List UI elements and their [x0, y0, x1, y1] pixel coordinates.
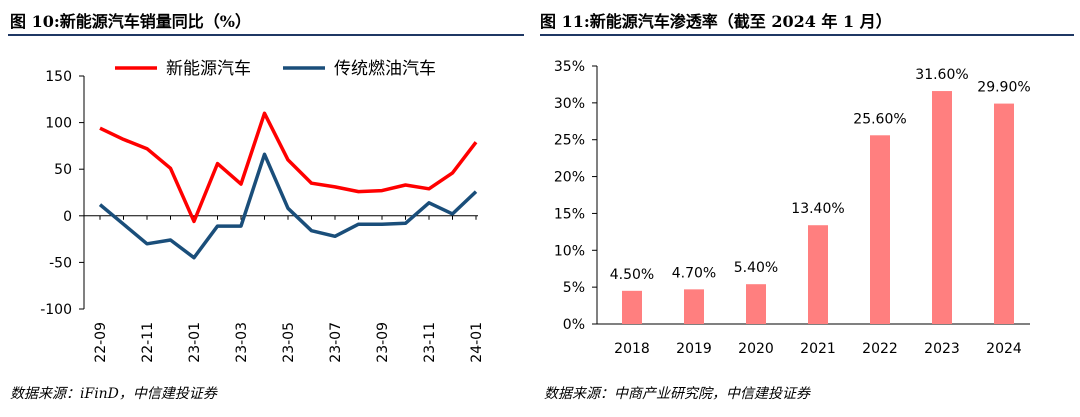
bar — [808, 225, 828, 324]
x-tick-label: 24-01 — [469, 322, 485, 363]
x-tick-label: 2021 — [800, 341, 836, 357]
x-tick-label: 23-05 — [281, 322, 297, 363]
legend-label: 新能源汽车 — [166, 59, 251, 79]
x-tick-label: 23-07 — [328, 322, 344, 363]
bar — [684, 289, 704, 324]
y-tick-label: 150 — [45, 69, 72, 85]
x-tick-label: 2023 — [924, 341, 960, 357]
line-chart: 150 100 50 0 -50 -100 22-09 22-11 23-01 23-03 23-0… — [40, 59, 485, 363]
data-label: 5.40% — [734, 260, 778, 276]
data-label: 25.60% — [853, 111, 906, 127]
bar — [932, 91, 952, 324]
series-line-0 — [99, 111, 478, 224]
bar-chart: 0% 5% 10% 15% 20% 25% 30% 35% 4.50% 2018 4.70% 2019… — [554, 59, 1031, 357]
data-label: 13.40% — [791, 201, 844, 217]
y-tick-label: -100 — [40, 302, 72, 318]
data-label: 31.60% — [915, 67, 968, 83]
left-chart-title: 图 10:新能源汽车销量同比（%） — [10, 12, 251, 31]
left-title-rule — [8, 34, 524, 36]
bar — [746, 284, 766, 324]
x-tick-label: 23-11 — [422, 322, 438, 363]
right-chart-source: 数据来源：中商产业研究院，中信建投证券 — [544, 386, 810, 402]
y-tick-label: 0 — [63, 209, 72, 225]
x-tick-label: 2022 — [862, 341, 898, 357]
y-tick-label: 100 — [45, 116, 72, 132]
bar — [622, 290, 642, 324]
y-tick-label: 50 — [54, 162, 72, 178]
x-tick-label: 2024 — [986, 341, 1022, 357]
y-tick-label: 0% — [563, 317, 585, 333]
series-line-1 — [98, 152, 478, 260]
y-tick-label: 15% — [554, 206, 585, 222]
x-tick-label: 23-01 — [187, 322, 203, 363]
legend-label: 传统燃油汽车 — [334, 59, 436, 79]
x-tick-label: 2019 — [676, 341, 712, 357]
data-label: 4.50% — [610, 267, 654, 283]
data-label: 29.90% — [977, 80, 1030, 96]
y-tick-label: 25% — [554, 133, 585, 149]
data-label: 4.70% — [672, 265, 716, 281]
bar — [994, 103, 1014, 324]
x-tick-label: 2018 — [614, 341, 650, 357]
y-tick-label: 35% — [554, 59, 585, 75]
x-tick-label: 22-11 — [140, 322, 156, 363]
bar — [870, 135, 890, 324]
left-chart-panel: 图 10:新能源汽车销量同比（%） 150 100 50 0 -50 -100 22-09 2… — [0, 0, 530, 417]
right-title-rule — [540, 34, 1074, 36]
y-tick-label: -50 — [49, 255, 72, 271]
right-chart-panel: 图 11:新能源汽车渗透率（截至 2024 年 1 月） 0% 5% 10% 15% 2… — [530, 0, 1080, 417]
y-tick-label: 5% — [563, 280, 585, 296]
x-tick-label: 23-09 — [375, 322, 391, 363]
y-tick-label: 10% — [554, 243, 585, 259]
x-tick-label: 23-03 — [234, 322, 250, 363]
x-tick-label: 2020 — [738, 341, 774, 357]
right-chart-title: 图 11:新能源汽车渗透率（截至 2024 年 1 月） — [540, 12, 892, 31]
x-tick-label: 22-09 — [93, 322, 109, 363]
left-chart-source: 数据来源：iFinD，中信建投证券 — [10, 386, 217, 402]
y-tick-label: 20% — [554, 170, 585, 186]
y-tick-label: 30% — [554, 96, 585, 112]
